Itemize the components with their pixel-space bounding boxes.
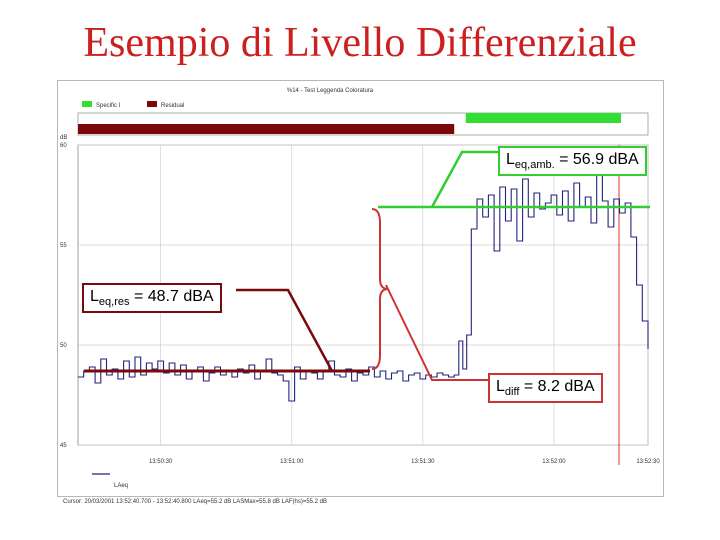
- x-tick-label: 13:51:30: [411, 459, 435, 465]
- y-tick-label: 50: [60, 343, 67, 349]
- y-tick-label: 60: [60, 143, 67, 149]
- leq-res-value: = 48.7 dBA: [133, 288, 214, 305]
- chart-header-title: %14 - Test Leggenda Coloratura: [287, 88, 374, 94]
- y-axis-label: dB: [60, 135, 67, 141]
- leq-res-leader: [236, 288, 334, 372]
- legend-swatch: [82, 101, 92, 107]
- ldiff-label: Ldiff: [496, 378, 520, 399]
- specific-period-bar: [465, 113, 621, 123]
- x-tick-label: 13:51:00: [280, 459, 304, 465]
- ldiff-brace: [371, 208, 389, 370]
- leq-amb-leader: [430, 150, 498, 208]
- residual-period-bar: [78, 124, 455, 134]
- ldiff-leader: [385, 284, 488, 381]
- y-tick-label: 45: [60, 443, 67, 449]
- ldiff-callout: Ldiff = 8.2 dBA: [488, 373, 603, 404]
- ldiff-value: = 8.2 dBA: [523, 378, 595, 395]
- y-tick-label: 55: [60, 243, 67, 249]
- leq-res-label: Leq,res: [90, 288, 130, 309]
- slide-title: Esempio di Livello Differenziale: [83, 20, 637, 66]
- leq-amb-callout: Leq,amb. = 56.9 dBA: [498, 146, 647, 177]
- legend-label: Residual: [161, 103, 184, 109]
- series-legend-label: LAeq: [114, 483, 128, 489]
- x-tick-label: 13:52:00: [542, 459, 566, 465]
- legend-swatch: [147, 101, 157, 107]
- chart-footer: Cursor: 20/03/2001 13:52:40.700 - 13:52:…: [63, 499, 327, 505]
- leq-res-callout: Leq,res = 48.7 dBA: [82, 283, 222, 314]
- x-tick-label: 13:52:30: [636, 459, 660, 465]
- legend-label: Specific I: [96, 103, 121, 109]
- leq-amb-label: Leq,amb.: [506, 151, 555, 172]
- leq-amb-value: = 56.9 dBA: [559, 151, 639, 168]
- x-tick-label: 13:50:30: [149, 459, 173, 465]
